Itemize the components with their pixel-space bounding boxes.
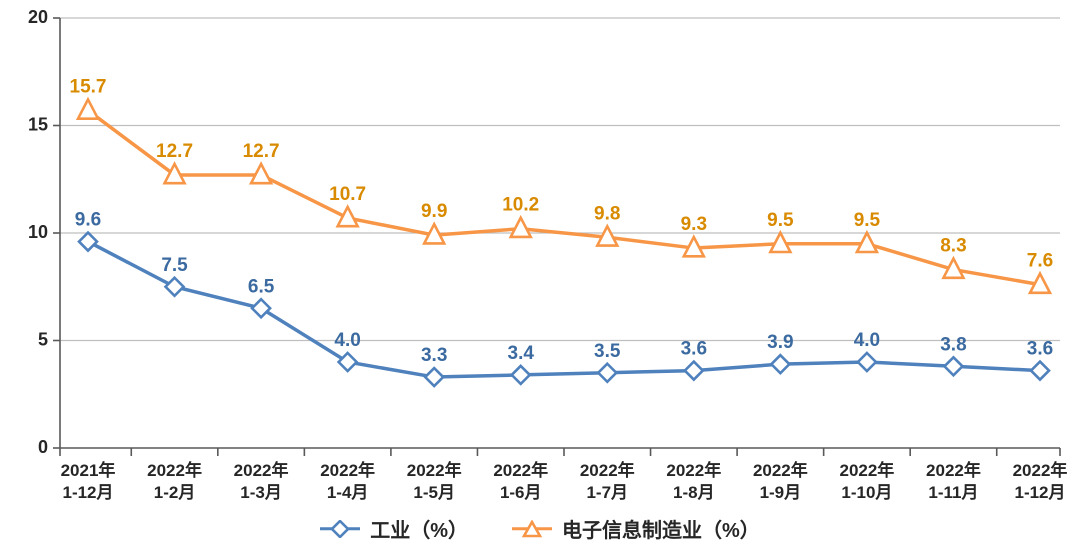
ytick-label: 0	[38, 437, 48, 457]
data-label-b: 10.7	[329, 184, 366, 205]
ytick-label: 15	[28, 114, 48, 134]
data-label-b: 9.3	[681, 214, 707, 235]
triangle-icon	[522, 520, 542, 538]
xtick-label: 1-12月	[1014, 483, 1065, 502]
diamond-icon	[771, 355, 789, 373]
series-line-a	[88, 242, 1040, 377]
data-label-b: 9.5	[767, 210, 794, 231]
xtick-label: 1-8月	[673, 483, 715, 502]
xtick-label: 2022年	[753, 460, 808, 480]
xtick-label: 2022年	[320, 460, 375, 480]
diamond-icon	[425, 368, 443, 386]
chart-container: 0 5 10 15 20 2021年 1-12月 2022年 1-2月 2022年 1-3月 2022…	[0, 0, 1080, 555]
xtick-label: 1-7月	[586, 483, 628, 502]
xtick-label: 2022年	[493, 460, 548, 480]
legend-swatch-industry	[320, 519, 360, 539]
legend: 工业（%） 电子信息制造业（%）	[0, 514, 1080, 543]
diamond-icon	[858, 353, 876, 371]
data-label-a: 3.5	[594, 341, 621, 362]
xtick-label: 2022年	[926, 460, 981, 480]
legend-swatch-electronics	[512, 519, 552, 539]
xtick-label: 2022年	[666, 460, 721, 480]
diamond-icon	[1031, 362, 1049, 380]
xtick-label: 2022年	[839, 460, 894, 480]
xtick-label: 1-4月	[327, 483, 369, 502]
data-label-b: 10.2	[502, 195, 539, 216]
data-label-a: 3.4	[508, 343, 535, 364]
data-label-b: 12.7	[243, 141, 280, 162]
ytick-label: 20	[28, 7, 48, 27]
diamond-icon	[598, 364, 616, 382]
diamond-icon	[339, 353, 357, 371]
diamond-icon	[512, 366, 530, 384]
data-label-b: 9.8	[594, 203, 620, 224]
data-label-a: 7.5	[161, 255, 188, 276]
xtick-label: 1-10月	[841, 483, 892, 502]
xtick-label: 1-2月	[154, 483, 196, 502]
ytick-label: 5	[38, 329, 48, 349]
diamond-icon	[685, 362, 703, 380]
xtick-label: 2022年	[234, 460, 289, 480]
data-label-b: 9.9	[421, 201, 447, 222]
diamond-icon	[252, 299, 270, 317]
xtick-label: 1-3月	[240, 483, 282, 502]
data-label-a: 3.8	[940, 334, 966, 355]
triangle-icon	[338, 207, 358, 226]
legend-item-electronics: 电子信息制造业（%）	[512, 514, 760, 543]
xtick-label: 2021年	[61, 460, 116, 480]
xtick-label: 1-9月	[760, 483, 802, 502]
xtick-label: 2022年	[407, 460, 462, 480]
data-label-b: 15.7	[70, 76, 107, 97]
data-label-a: 3.3	[421, 345, 447, 366]
line-chart: 0 5 10 15 20 2021年 1-12月 2022年 1-2月 2022年 1-3月 2022…	[0, 0, 1080, 555]
xtick-label: 2022年	[1013, 460, 1068, 480]
data-label-a: 6.5	[248, 276, 275, 297]
data-label-b: 12.7	[156, 141, 193, 162]
legend-item-industry: 工业（%）	[320, 514, 468, 543]
data-label-b: 7.6	[1027, 251, 1053, 272]
data-label-a: 3.9	[767, 332, 793, 353]
xtick-label: 1-6月	[500, 483, 542, 502]
diamond-icon	[166, 278, 184, 296]
triangle-icon	[78, 99, 98, 118]
diamond-icon	[79, 233, 97, 251]
ytick-label: 10	[28, 222, 48, 242]
data-label-b: 8.3	[940, 236, 966, 257]
legend-label-electronics: 电子信息制造业（%）	[562, 514, 760, 543]
xtick-label: 2022年	[580, 460, 635, 480]
triangle-icon	[511, 218, 531, 237]
xtick-label: 1-5月	[413, 483, 455, 502]
data-label-a: 9.6	[75, 210, 101, 231]
xtick-label: 2022年	[147, 460, 202, 480]
data-label-a: 4.0	[854, 330, 880, 351]
data-label-a: 4.0	[334, 330, 360, 351]
diamond-icon	[331, 520, 349, 538]
data-label-a: 3.6	[1027, 339, 1053, 360]
xtick-label: 1-12月	[62, 483, 113, 502]
data-label-a: 3.6	[681, 339, 707, 360]
diamond-icon	[944, 357, 962, 375]
xtick-label: 1-11月	[928, 483, 978, 502]
series-line-b	[88, 110, 1040, 284]
data-label-b: 9.5	[854, 210, 881, 231]
legend-label-industry: 工业（%）	[370, 514, 468, 543]
